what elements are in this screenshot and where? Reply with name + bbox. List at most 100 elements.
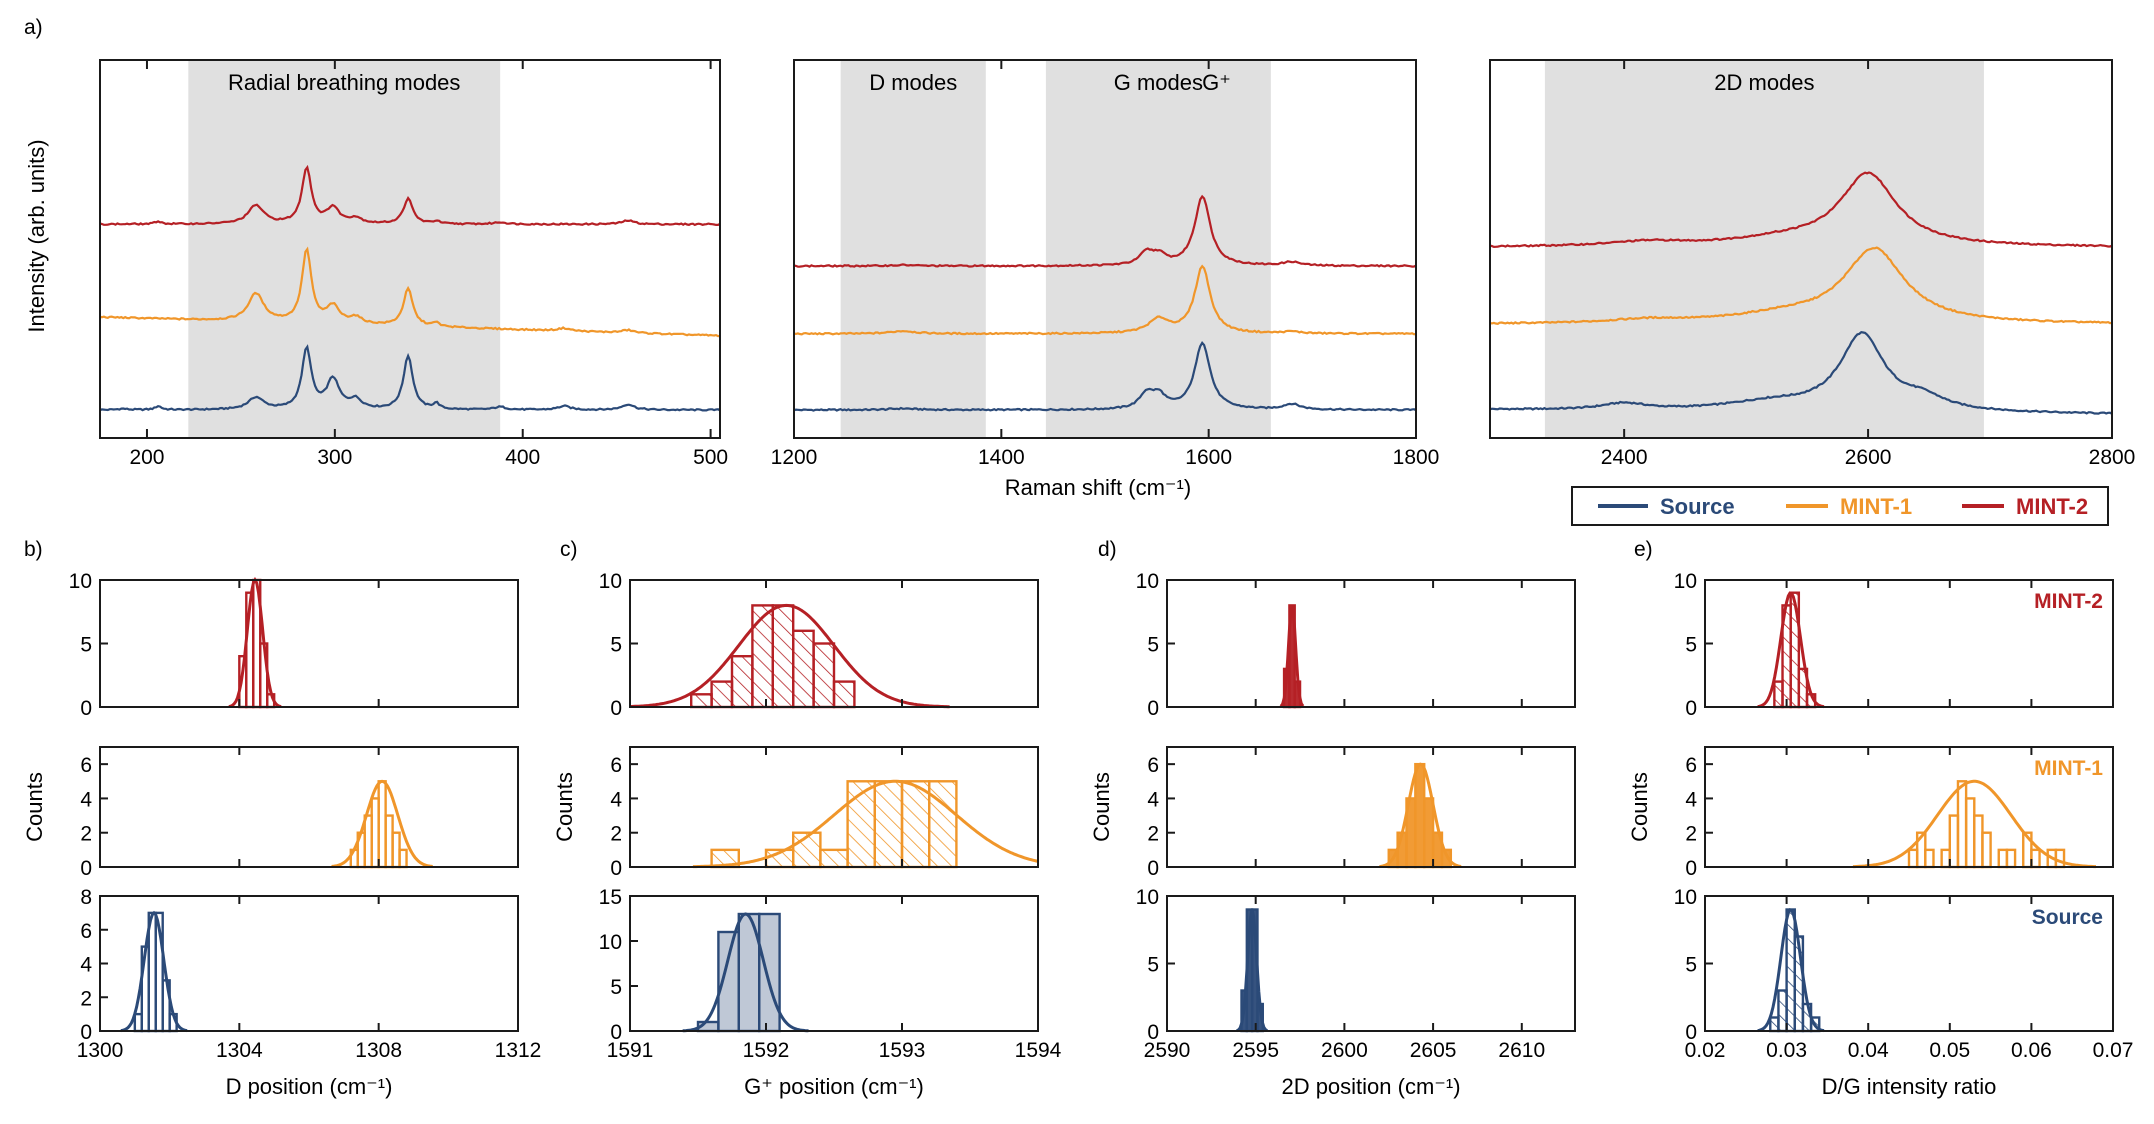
x-tick-label: 1304 xyxy=(216,1039,263,1062)
gaussian-fit-line xyxy=(1757,591,1825,709)
x-tick-label: 0.06 xyxy=(2011,1039,2052,1062)
histogram-xlabel: 2D position (cm⁻¹) xyxy=(1281,1074,1460,1099)
y-tick-label: 15 xyxy=(599,886,622,909)
histogram-bar xyxy=(792,629,815,709)
histogram-panel-e: 0 5 10 MINT-2 0 2 4 6 MINT-1 0 5 10 0.02 0.03 0.04 0.05… xyxy=(1627,570,2133,1099)
gaussian-fit-line xyxy=(1279,604,1305,708)
panel-a-ylabel: Intensity (arb. units) xyxy=(24,139,49,332)
y-tick-label: 4 xyxy=(610,788,622,811)
histogram-bar xyxy=(1997,848,2009,869)
plot-frame xyxy=(1489,59,2113,439)
histogram-xlabel: G⁺ position (cm⁻¹) xyxy=(744,1074,924,1099)
y-tick-label: 0 xyxy=(80,857,92,880)
legend-label-mint2: MINT-2 xyxy=(2016,494,2088,519)
x-tick-label: 2400 xyxy=(1601,446,1648,469)
histogram-ylabel: Counts xyxy=(22,772,47,842)
y-tick-label: 4 xyxy=(1147,788,1159,811)
gaussian-fit-line xyxy=(1379,762,1462,869)
shaded-region-2d-modes xyxy=(1544,60,1984,438)
panel-label-e: e) xyxy=(1634,538,1653,561)
histogram-row-mint-2: 0 5 10 MINT-2 xyxy=(1674,570,2114,720)
x-tick-label: 0.07 xyxy=(2093,1039,2134,1062)
x-tick-label: 400 xyxy=(505,446,540,469)
spectrum-line-mint-1 xyxy=(1489,246,2113,325)
histogram-bar xyxy=(1785,908,1796,1033)
x-tick-label: 0.03 xyxy=(1766,1039,1807,1062)
spectrum-line-source xyxy=(1489,331,2113,415)
histogram-bar xyxy=(1924,848,1935,869)
x-tick-label: 1200 xyxy=(771,446,818,469)
x-tick-label: 2590 xyxy=(1144,1039,1191,1062)
y-tick-label: 0 xyxy=(1685,857,1697,880)
y-tick-label: 8 xyxy=(80,886,92,909)
histogram-bar xyxy=(1973,814,1984,869)
y-tick-label: 5 xyxy=(610,634,622,657)
histogram-row-mint-2: 0 5 10 xyxy=(69,570,519,720)
histogram-bar xyxy=(812,642,836,709)
plot-frame xyxy=(629,895,1039,1032)
spectrum-line-mint-2 xyxy=(1489,171,2113,249)
x-tick-label: 1600 xyxy=(1185,446,1232,469)
y-tick-label: 0 xyxy=(1147,1021,1159,1044)
y-tick-label: 0 xyxy=(1685,697,1697,720)
histogram-bar xyxy=(1940,848,1952,869)
y-tick-label: 5 xyxy=(1685,954,1697,977)
x-tick-label: 200 xyxy=(129,446,164,469)
y-tick-label: 10 xyxy=(1674,570,1697,593)
spectrum-line-mint-2 xyxy=(793,194,1417,268)
gaussian-fit-line xyxy=(120,910,188,1033)
x-tick-label: 1400 xyxy=(978,446,1025,469)
legend-label-source: Source xyxy=(1660,494,1735,519)
shaded-region-label-g-modes: G modes xyxy=(1114,70,1203,95)
y-tick-label: 6 xyxy=(1147,754,1159,777)
histogram-bar xyxy=(1769,1016,1780,1033)
y-tick-label: 2 xyxy=(80,987,92,1010)
histogram-bar xyxy=(1964,797,1976,869)
x-tick-label: 2600 xyxy=(1845,446,1892,469)
y-tick-label: 4 xyxy=(1685,788,1697,811)
x-tick-label: 2610 xyxy=(1498,1039,1545,1062)
annotation-g-plus: G⁺ xyxy=(1202,70,1231,95)
histogram-bar xyxy=(2005,848,2017,869)
y-tick-label: 5 xyxy=(610,976,622,999)
spectrum-plot-dg: D modes G modes G⁺ 1200 1400 1600 1800 xyxy=(771,59,1439,469)
shaded-region-d-modes xyxy=(840,60,986,438)
spectrum-line-mint-2 xyxy=(99,164,721,227)
histogram-row-mint-1: 0 2 4 6 xyxy=(1147,746,1576,880)
histogram-bar xyxy=(730,655,754,709)
histogram-bar xyxy=(1907,848,1919,869)
y-tick-label: 5 xyxy=(1147,954,1159,977)
histogram-row-mint-1: 0 2 4 6 MINT-1 xyxy=(1685,746,2114,880)
plot-frame xyxy=(99,746,519,868)
x-tick-label: 0.05 xyxy=(1929,1039,1970,1062)
histogram-bar xyxy=(928,780,958,869)
shaded-region-radial-breathing-modes xyxy=(188,60,501,438)
x-tick-label: 0.04 xyxy=(1848,1039,1889,1062)
plot-frame xyxy=(1166,895,1576,1032)
x-tick-label: 1308 xyxy=(355,1039,402,1062)
y-tick-label: 10 xyxy=(1674,886,1697,909)
histogram-bar xyxy=(771,604,795,709)
x-tick-label: 0.02 xyxy=(1685,1039,1726,1062)
histogram-bar xyxy=(2054,848,2066,869)
plot-frame xyxy=(1166,746,1576,868)
x-tick-label: 1312 xyxy=(495,1039,542,1062)
y-tick-label: 2 xyxy=(610,823,622,846)
histogram-ylabel: Counts xyxy=(1627,772,1652,842)
histogram-ylabel: Counts xyxy=(552,772,577,842)
y-tick-label: 5 xyxy=(1685,634,1697,657)
x-tick-label: 2595 xyxy=(1232,1039,1279,1062)
gaussian-fit-line xyxy=(1852,779,2096,869)
panel-label-c: c) xyxy=(560,538,578,561)
histogram-bar xyxy=(1948,814,1960,869)
histogram-row-source: 0 5 10 15 1591 1592 1593 1594 xyxy=(599,886,1062,1062)
histogram-bar xyxy=(832,680,856,709)
plot-frame xyxy=(99,59,721,439)
y-tick-label: 4 xyxy=(80,788,92,811)
y-tick-label: 10 xyxy=(599,570,622,593)
legend-label-mint1: MINT-1 xyxy=(1840,494,1912,519)
spectrum-line-source xyxy=(99,344,721,412)
spectrum-line-mint-1 xyxy=(99,246,721,338)
histogram-panel-d: 0 5 10 0 2 4 6 0 5 10 2590 2595 2600 2605 2610 Counts 2D… xyxy=(1089,570,1576,1099)
histogram-bar xyxy=(2030,848,2041,869)
